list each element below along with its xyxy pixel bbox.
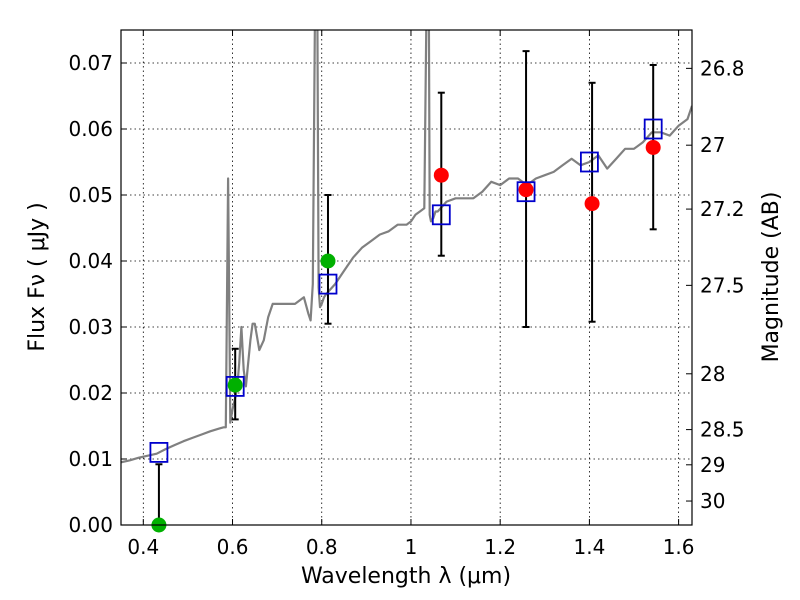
- y2-tick-label: 27: [700, 133, 725, 157]
- observed-point-detection: [433, 167, 449, 183]
- ticks: 0.4 0.6 0.8 1 1.2 1.4 1.6 0.00 0.01 0.02 0.03 0.04 0…: [68, 30, 745, 559]
- plot-background: [121, 30, 692, 525]
- x-tick-label: 0.8: [306, 535, 338, 559]
- error-bars: [149, 50, 663, 533]
- y-tick-label: 0.06: [68, 117, 113, 141]
- observed-point-detection: [518, 182, 534, 198]
- y2-tick-label: 28.5: [700, 418, 745, 442]
- y-tick-label: 0.02: [68, 381, 113, 405]
- y-tick-label: 0.05: [68, 183, 113, 207]
- y-tick-label: 0.04: [68, 249, 113, 273]
- y2-tick-label: 27.2: [700, 197, 745, 221]
- model-point-square: [431, 204, 451, 226]
- y-axis-title: Flux Fν ( μJy ): [25, 202, 50, 351]
- model-point-square: [318, 273, 338, 295]
- observed-point-other: [227, 377, 243, 393]
- sed-spectrum-line: [121, 30, 692, 464]
- x-tick-label: 0.4: [127, 535, 159, 559]
- y2-tick-label: 30: [700, 489, 725, 513]
- x-tick-label: 0.6: [217, 535, 249, 559]
- x-axis-title: Wavelength λ (μm): [301, 564, 511, 589]
- model-point-square: [225, 375, 245, 397]
- y-tick-label: 0.07: [68, 51, 113, 75]
- plot-frame: [120, 29, 693, 526]
- y2-tick-label: 29: [700, 453, 725, 477]
- y-tick-label: 0.01: [68, 447, 113, 471]
- y-tick-label: 0.03: [68, 315, 113, 339]
- x-tick-label: 1.6: [663, 535, 695, 559]
- model-point-square: [149, 441, 169, 463]
- model-point-square: [579, 151, 599, 173]
- x-tick-label: 1: [405, 535, 418, 559]
- x-tick-label: 1.2: [484, 535, 516, 559]
- y2-tick-label: 28: [700, 362, 725, 386]
- y2-axis-title: Magnitude (AB): [759, 192, 784, 363]
- plot-area: [121, 30, 692, 464]
- observed-point-other: [320, 253, 336, 269]
- observed-point-detection: [584, 196, 600, 212]
- x-tick-label: 1.4: [573, 535, 605, 559]
- y-tick-label: 0.00: [68, 513, 113, 537]
- model-point-square: [643, 118, 663, 140]
- y2-tick-label: 27.5: [700, 273, 745, 297]
- grid: [121, 30, 692, 526]
- y2-tick-label: 26.8: [700, 56, 745, 80]
- model-point-square: [516, 181, 536, 203]
- observed-point-detection: [645, 139, 661, 155]
